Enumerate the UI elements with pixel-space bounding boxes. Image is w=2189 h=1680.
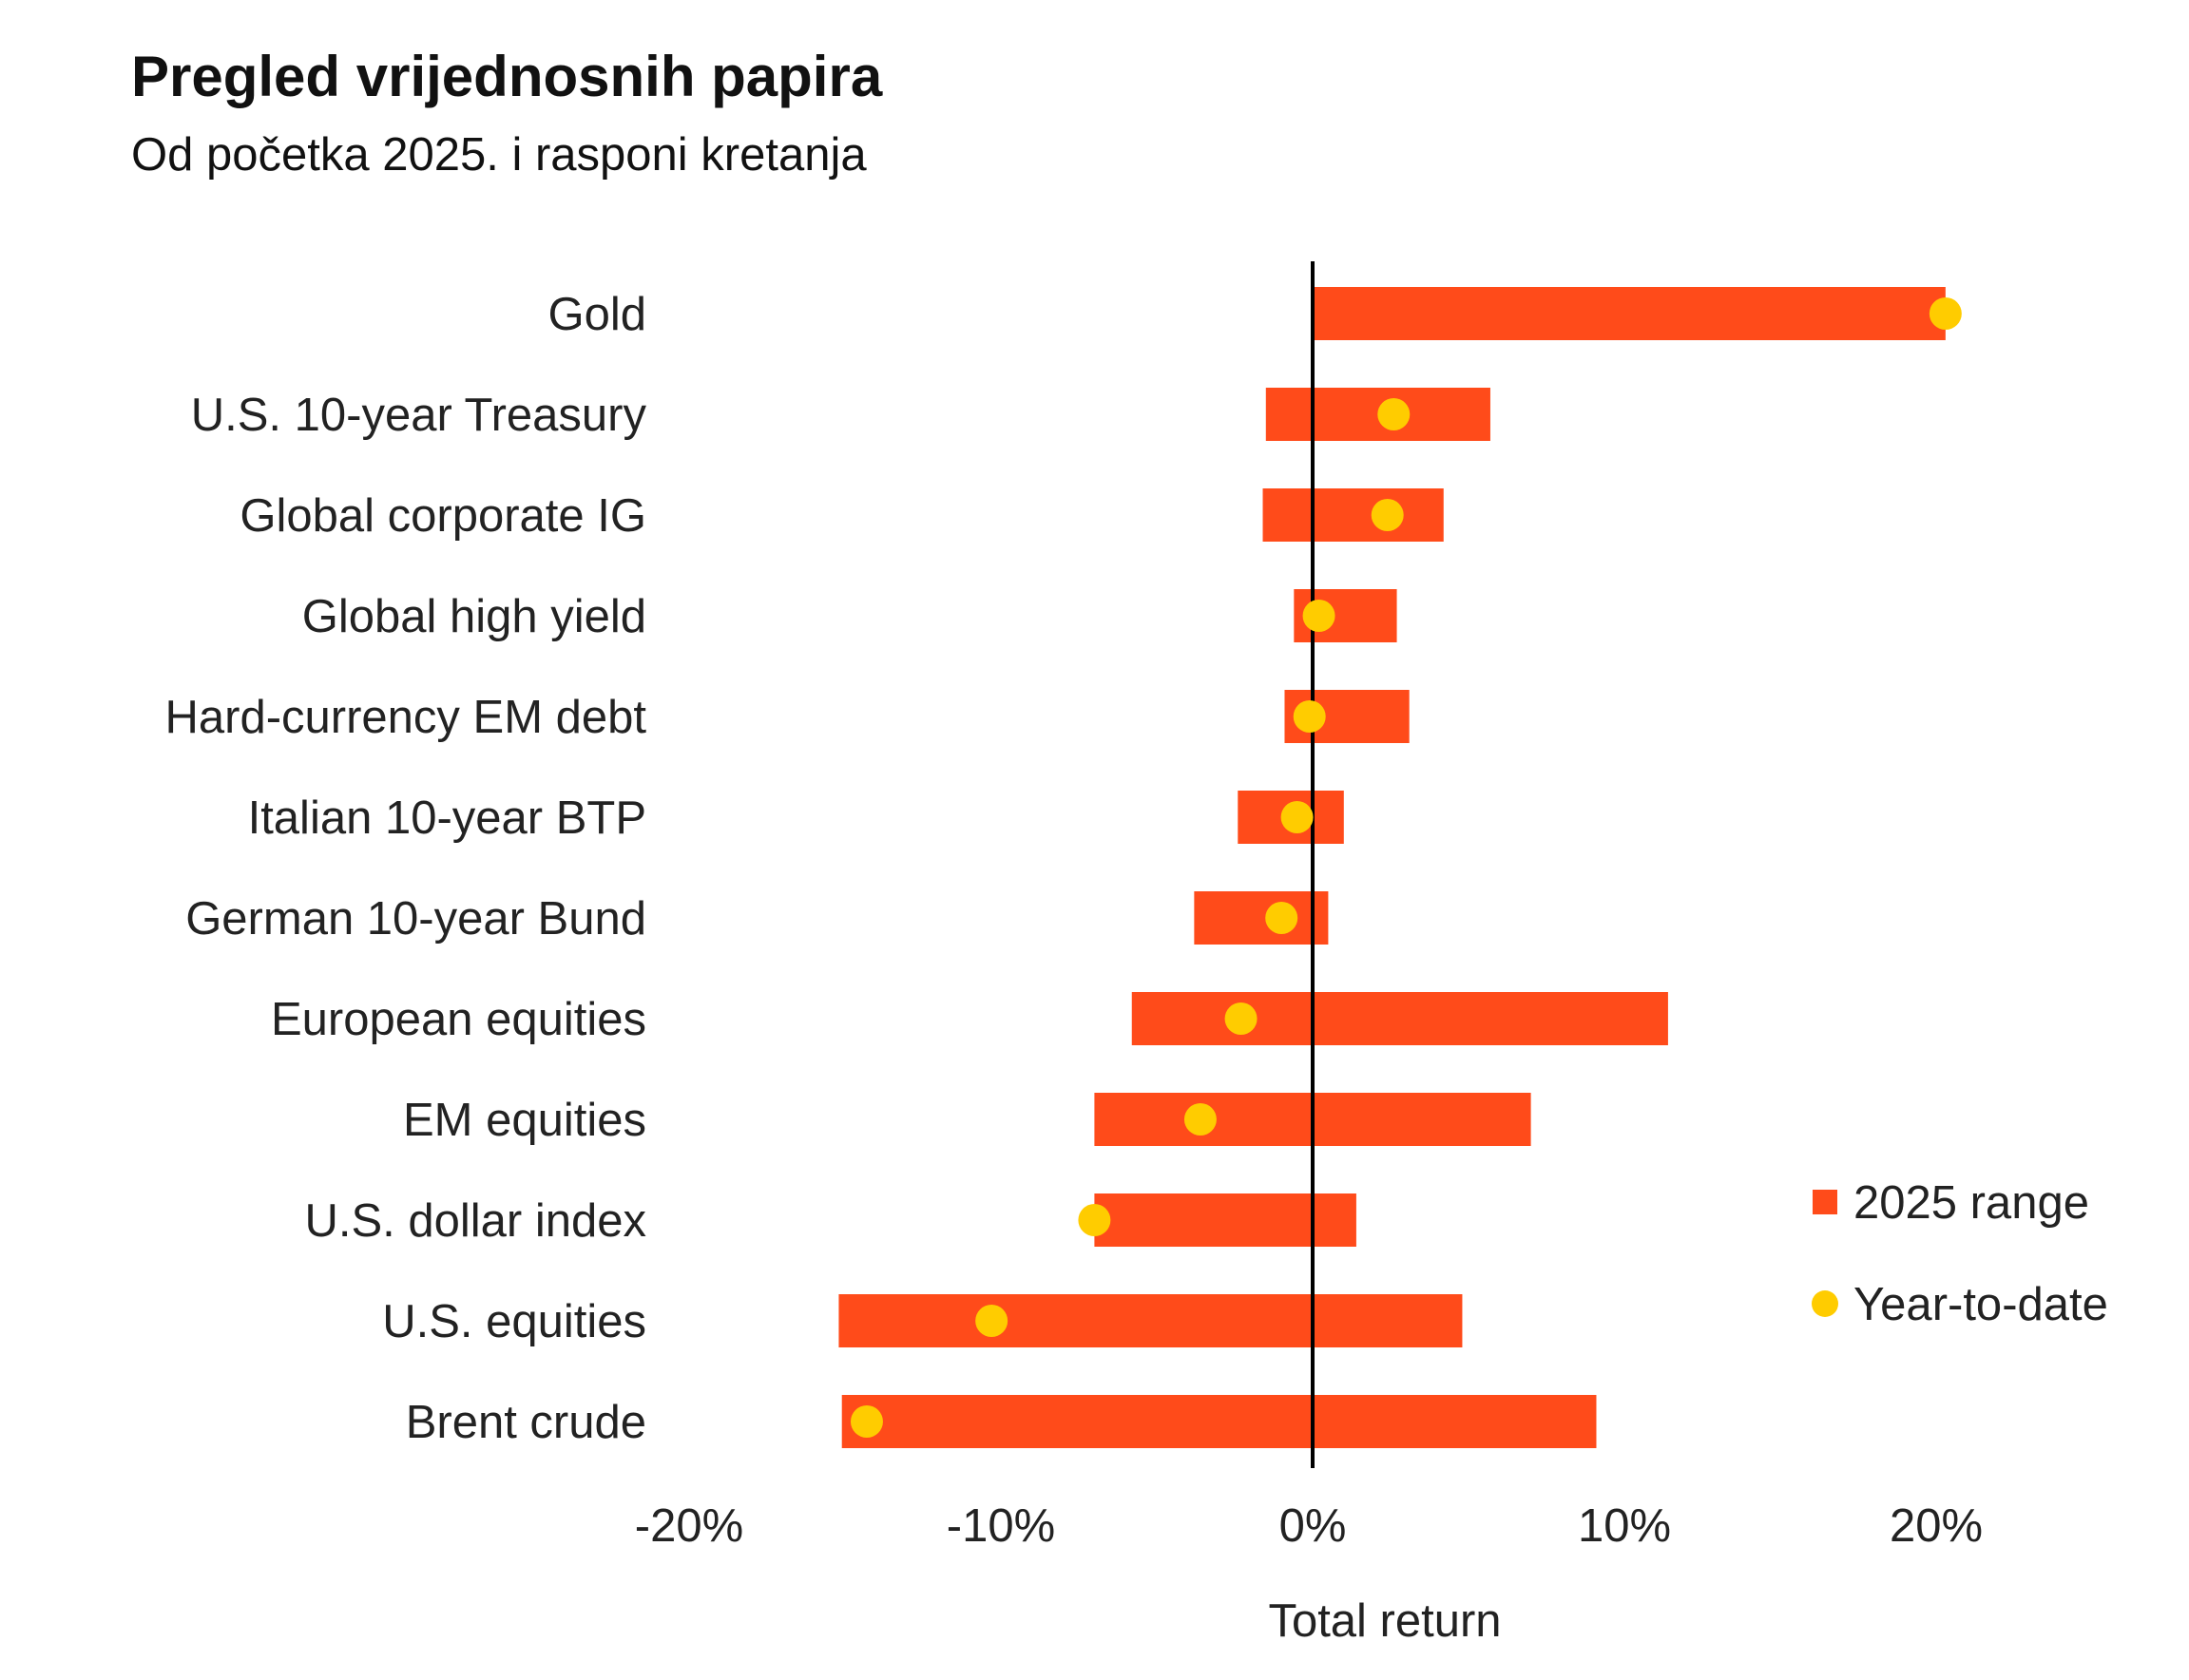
category-label: Global high yield <box>302 591 646 642</box>
x-axis-ticks: -20% -10% 0% 10% 20% <box>635 1500 1983 1552</box>
category-label: Hard-currency EM debt <box>164 692 646 743</box>
range-bar <box>1262 488 1444 542</box>
chart-title: Pregled vrijednosnih papira <box>131 45 883 108</box>
legend-range-swatch <box>1813 1190 1837 1214</box>
legend-range-label: 2025 range <box>1853 1177 2089 1229</box>
x-tick-label: -10% <box>947 1500 1055 1552</box>
x-tick-label: 20% <box>1890 1500 1983 1552</box>
category-label: U.S. 10-year Treasury <box>191 390 647 441</box>
range-bar <box>1094 1193 1356 1247</box>
ytd-point <box>1929 297 1962 330</box>
category-label: Global corporate IG <box>240 490 646 542</box>
category-label: European equities <box>271 994 646 1045</box>
ytd-point <box>850 1405 883 1438</box>
range-bar <box>1194 891 1329 945</box>
category-label: Italian 10-year BTP <box>248 792 646 844</box>
legend-ytd-swatch <box>1812 1290 1838 1317</box>
ytd-point <box>1293 700 1326 733</box>
ytd-point <box>1280 801 1314 833</box>
ytd-point <box>1371 499 1404 531</box>
ytd-point <box>1265 902 1298 934</box>
category-label: Gold <box>547 289 646 340</box>
ytd-point <box>1302 600 1335 632</box>
range-bars <box>838 287 1946 1448</box>
ytd-point <box>1224 1002 1258 1035</box>
ytd-points <box>850 297 1962 1438</box>
x-tick-label: 0% <box>1279 1500 1347 1552</box>
x-tick-label: -20% <box>635 1500 743 1552</box>
category-label: EM equities <box>403 1095 646 1146</box>
ytd-point <box>1078 1204 1111 1236</box>
category-label: German 10-year Bund <box>185 893 646 945</box>
x-axis-label: Total return <box>1268 1595 1501 1647</box>
category-label: U.S. dollar index <box>304 1195 646 1247</box>
legend-ytd-label: Year-to-date <box>1853 1279 2108 1330</box>
legend: 2025 range Year-to-date <box>1812 1177 2108 1330</box>
category-labels: Gold U.S. 10-year Treasury Global corporat… <box>164 289 646 1448</box>
chart-subtitle: Od početka 2025. i rasponi kretanja <box>131 129 867 181</box>
range-bar <box>1313 287 1946 340</box>
range-bar <box>838 1294 1463 1347</box>
category-label: Brent crude <box>406 1397 646 1448</box>
x-tick-label: 10% <box>1578 1500 1671 1552</box>
range-bar <box>1131 992 1668 1045</box>
range-bar <box>841 1395 1597 1448</box>
ytd-point <box>1183 1103 1217 1136</box>
ytd-point <box>1377 398 1411 430</box>
ytd-point <box>975 1305 1008 1337</box>
category-label: U.S. equities <box>382 1296 646 1347</box>
